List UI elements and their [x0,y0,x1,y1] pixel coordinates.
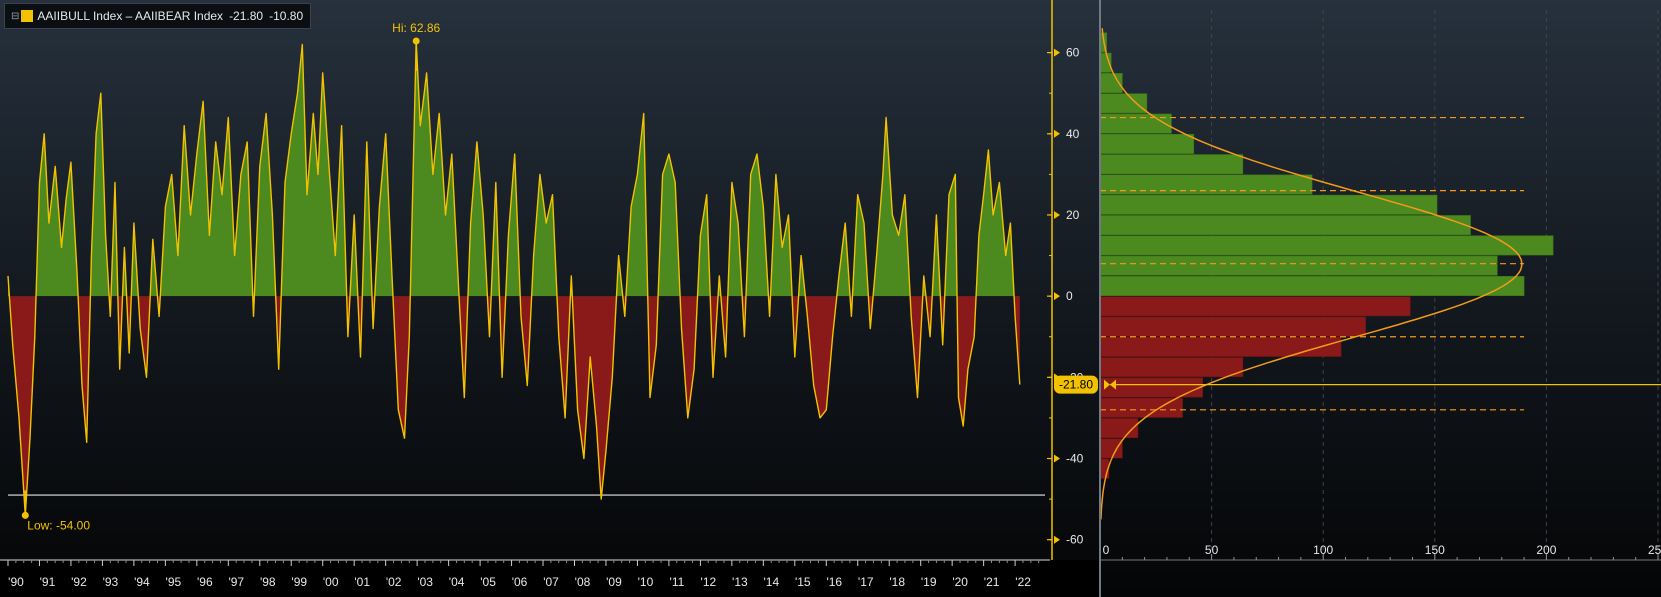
x-tick-label: '06 [512,575,528,589]
y-tick-arrow [1054,535,1060,544]
histogram-bar [1099,215,1471,236]
positive-area-fill [8,41,1020,297]
histogram-x-tick-label: 200 [1536,543,1556,557]
legend-title: AAIIBULL Index – AAIIBEAR Index [37,9,224,23]
x-tick-label: '98 [260,575,276,589]
x-tick-label: '13 [732,575,748,589]
histogram-bar [1099,336,1342,357]
x-tick-label: '11 [670,575,685,589]
x-tick-label: '01 [354,575,370,589]
histogram-x-tick-label: 50 [1205,543,1219,557]
histogram-bar [1099,255,1498,276]
normal-fit-curve [1100,28,1523,520]
y-tick-label: 60 [1066,46,1080,60]
x-tick-label: '99 [291,575,307,589]
histogram-x-tick-label: 250 [1648,543,1661,557]
histogram-bar [1099,154,1244,175]
x-tick-label: '09 [606,575,622,589]
x-tick-label: '17 [858,575,874,589]
y-tick-arrow [1054,129,1060,138]
x-tick-label: '21 [984,575,1000,589]
x-tick-label: '93 [103,575,119,589]
y-tick-arrow [1054,292,1060,301]
histogram-bar [1099,93,1148,114]
annotation-marker [412,37,420,45]
x-tick-label: '94 [134,575,150,589]
chart-legend[interactable]: ⊟ AAIIBULL Index – AAIIBEAR Index -21.80… [4,3,312,29]
histogram-x-tick-label: 100 [1313,543,1333,557]
x-tick-label: '12 [701,575,717,589]
annotation-marker [21,511,29,519]
y-tick-arrow [1054,48,1060,57]
x-tick-label: '05 [480,575,496,589]
x-tick-label: '20 [952,575,968,589]
histogram-bar [1099,174,1313,195]
x-tick-label: '03 [417,575,433,589]
x-tick-label: '15 [795,575,811,589]
histogram-bar [1099,438,1123,459]
x-tick-label: '91 [40,575,56,589]
x-tick-label: '07 [543,575,559,589]
y-tick-arrow [1054,454,1060,463]
series-swatch [21,10,34,22]
x-tick-label: '14 [764,575,780,589]
y-tick-arrow [1054,210,1060,219]
legend-last-value: -21.80 [229,9,264,23]
y-tick-label: -60 [1066,533,1084,547]
x-tick-label: '92 [71,575,87,589]
histogram-bar [1099,296,1411,317]
x-tick-label: '97 [228,575,244,589]
x-tick-label: '95 [166,575,182,589]
x-tick-label: '19 [921,575,937,589]
histogram-bar [1099,235,1554,256]
x-axis-band [0,560,1100,597]
last-value-badge-label: -21.80 [1059,378,1093,392]
y-tick-label: -40 [1066,452,1084,466]
x-tick-label: '18 [889,575,905,589]
series-line [7,40,1021,516]
annotation-label: Low: -54.00 [27,518,90,532]
annotation-label: Hi: 62.86 [392,21,440,35]
histogram-bar [1099,133,1195,154]
y-tick-label: 0 [1066,289,1073,303]
x-tick-label: '10 [638,575,654,589]
x-tick-label: '16 [826,575,842,589]
x-tick-label: '96 [197,575,213,589]
y-tick-label: 40 [1066,127,1080,141]
expand-icon[interactable]: ⊟ [11,10,20,22]
histogram-bar [1099,357,1244,378]
histogram-x-tick-label: 0 [1103,543,1110,557]
x-tick-label: '90 [8,575,24,589]
legend-second-value: -10.80 [269,9,304,23]
histogram-bar [1099,276,1525,296]
x-tick-label: '08 [575,575,591,589]
x-tick-label: '00 [323,575,339,589]
x-tick-label: '04 [449,575,465,589]
last-value-right-arrow [1104,379,1110,390]
histogram-x-tick-label: 150 [1425,543,1445,557]
x-tick-label: '22 [1015,575,1031,589]
histogram-bar [1099,113,1172,134]
y-tick-label: 20 [1066,208,1080,222]
last-value-badge [1054,375,1098,394]
last-value-left-arrow [1110,379,1116,390]
histogram-bar [1099,194,1438,215]
histogram-bar [1099,316,1366,337]
x-tick-label: '02 [386,575,402,589]
